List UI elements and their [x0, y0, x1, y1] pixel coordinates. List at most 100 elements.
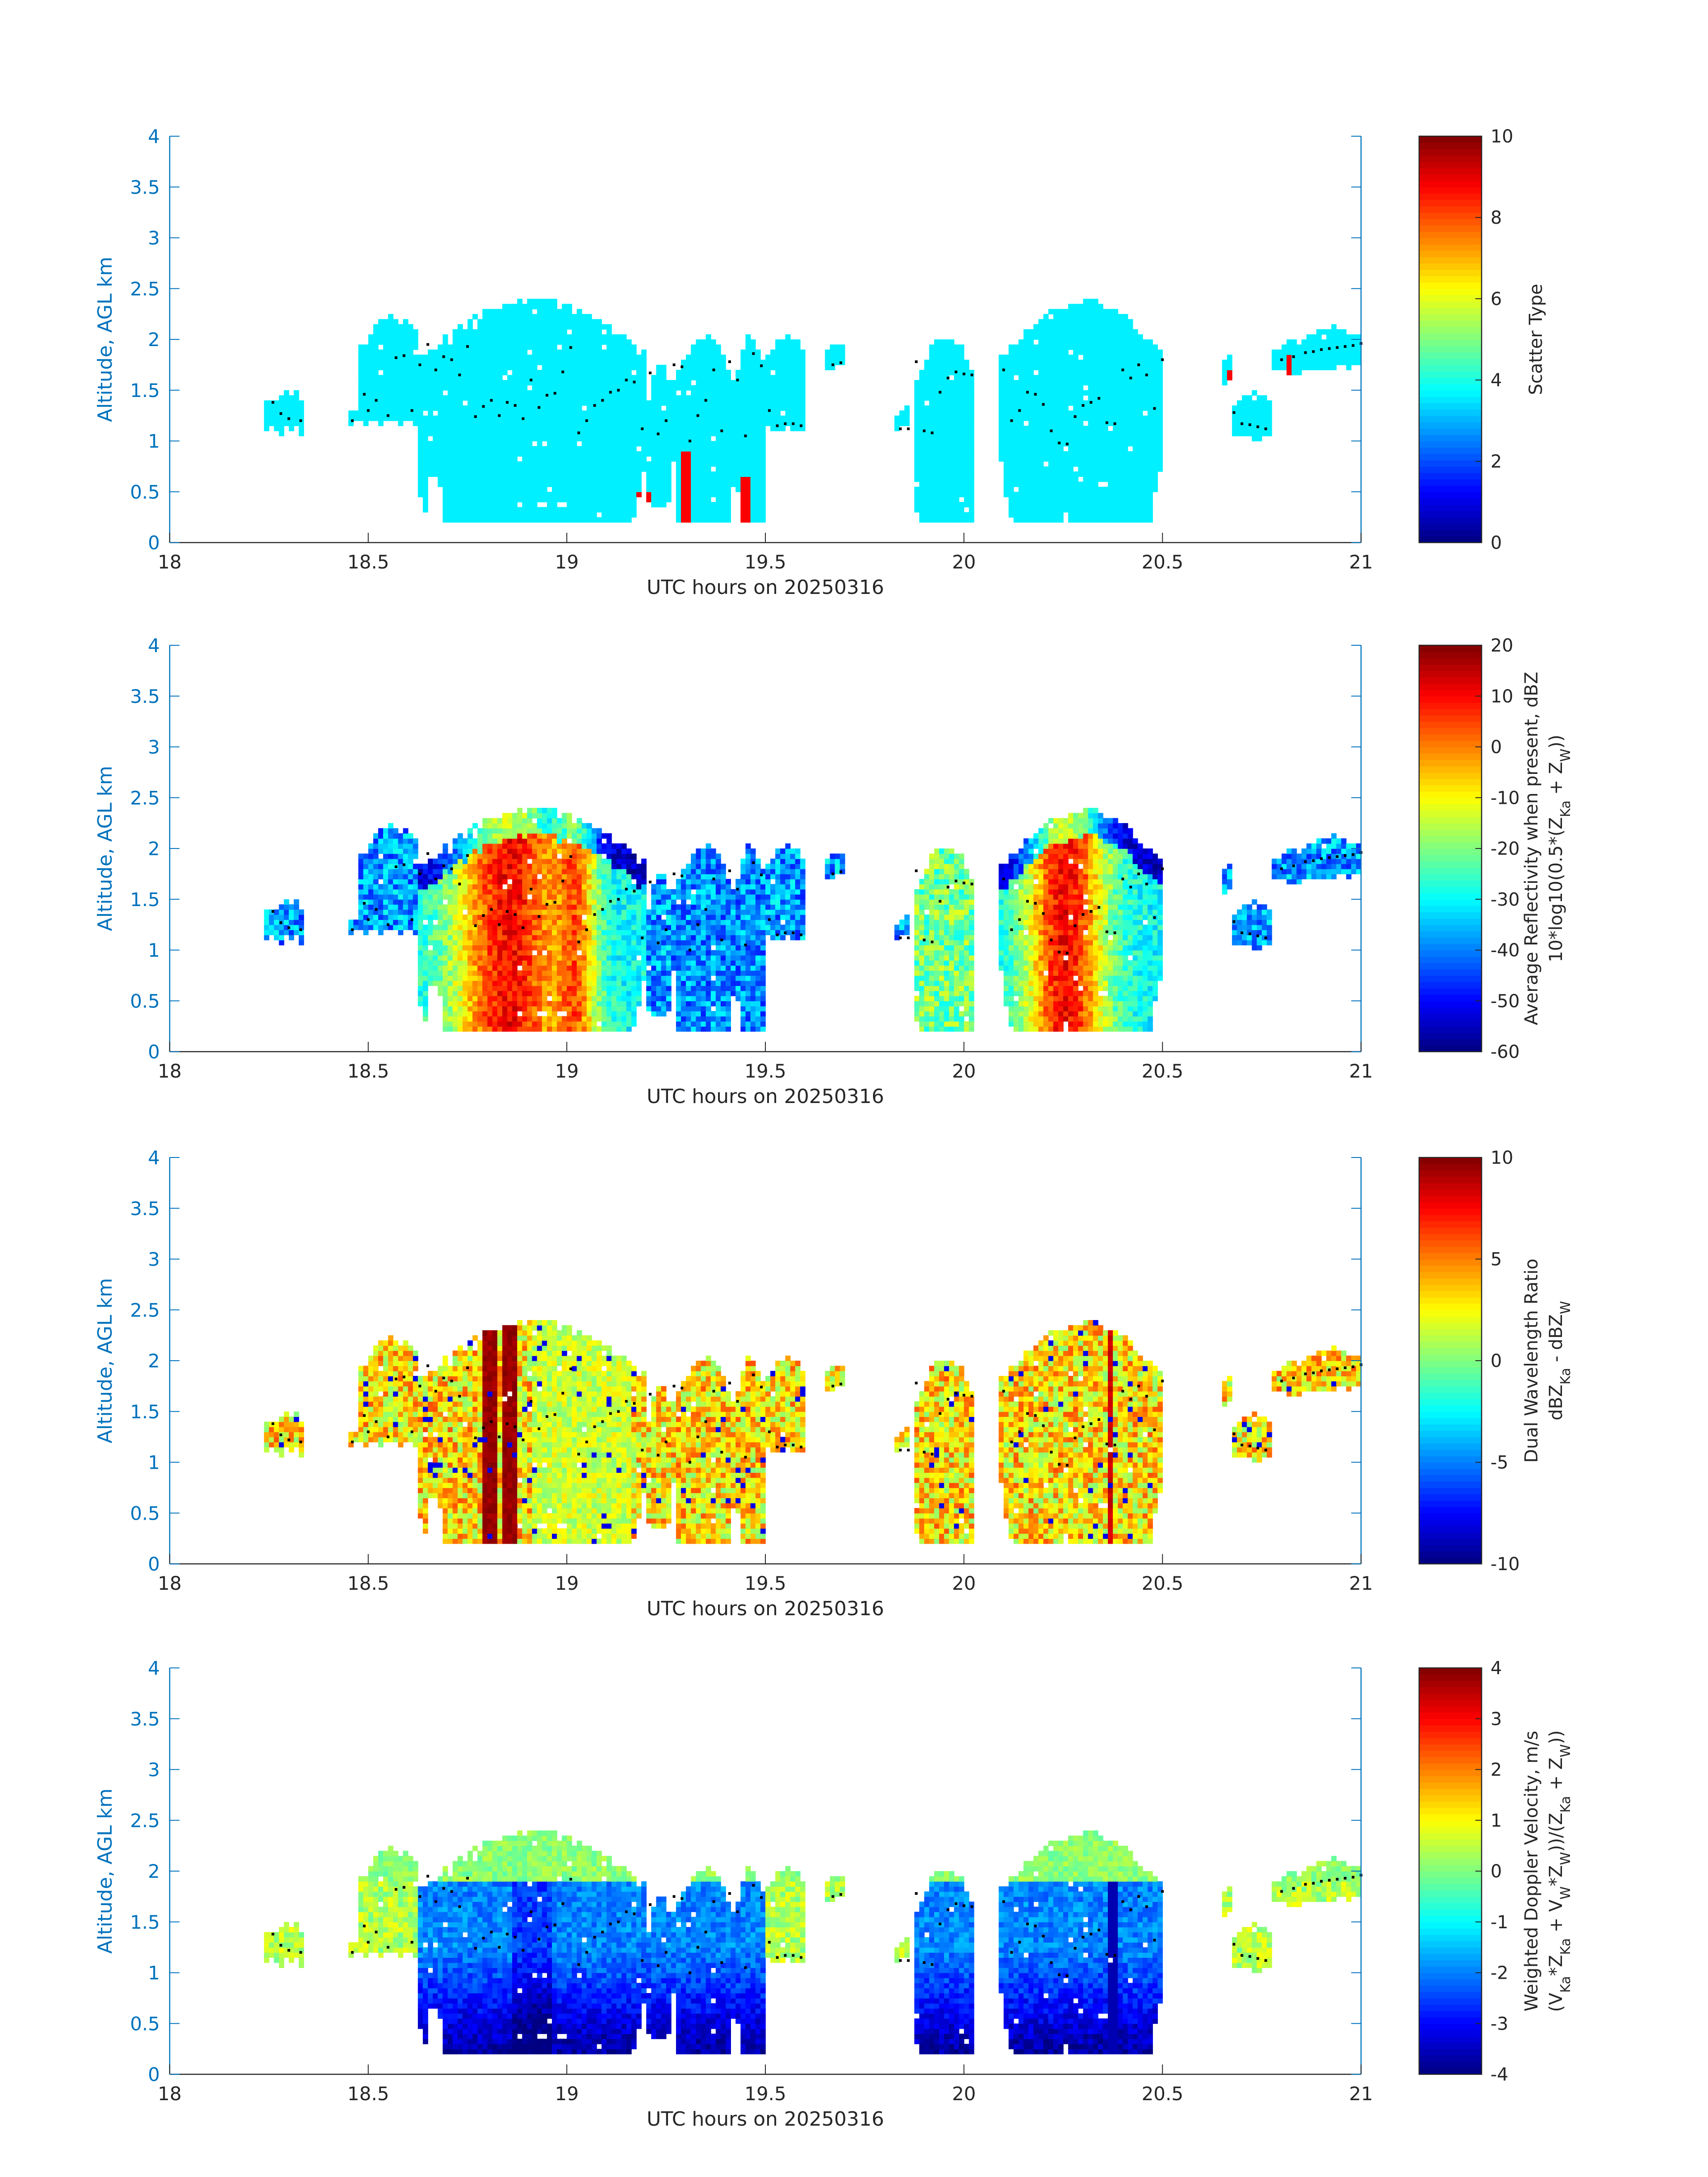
heatmap-cell	[676, 395, 681, 401]
heatmap-cell	[383, 334, 388, 340]
heatmap-cell	[512, 405, 518, 411]
heatmap-cell	[919, 446, 925, 452]
heatmap-cell	[487, 324, 493, 330]
heatmap-cell	[740, 375, 746, 380]
heatmap-cell	[1128, 471, 1133, 477]
heatmap-cell	[1247, 430, 1253, 436]
cloud-base-marker	[609, 391, 612, 394]
heatmap-cell	[457, 486, 463, 493]
heatmap-cell	[378, 339, 384, 345]
heatmap-cell	[378, 415, 384, 421]
heatmap-cell	[512, 446, 518, 452]
heatmap-cell	[562, 512, 568, 518]
heatmap-cell	[1033, 512, 1039, 518]
heatmap-cell	[1023, 517, 1029, 523]
heatmap-cell	[686, 405, 691, 411]
heatmap-cell	[358, 370, 364, 376]
heatmap-cell	[621, 380, 627, 386]
cloud-base-marker	[1098, 397, 1100, 400]
heatmap-cell	[497, 451, 503, 457]
heatmap-cell	[597, 466, 602, 472]
heatmap-cell	[760, 466, 766, 472]
heatmap-cell	[969, 426, 974, 431]
heatmap-cell	[1078, 486, 1084, 493]
heatmap-cell	[1132, 390, 1138, 396]
heatmap-cell	[502, 441, 508, 447]
heatmap-cell	[418, 441, 423, 447]
heatmap-cell	[1137, 461, 1143, 467]
heatmap-cell	[1008, 497, 1014, 502]
heatmap-cell	[1053, 349, 1059, 355]
heatmap-cell	[581, 502, 587, 508]
cloud-base-marker	[434, 368, 437, 372]
heatmap-cell	[1048, 364, 1054, 371]
heatmap-cell	[701, 466, 706, 472]
heatmap-cell	[462, 410, 468, 416]
heatmap-cell	[1093, 349, 1098, 355]
heatmap-cell	[641, 456, 647, 462]
heatmap-cell	[720, 370, 726, 376]
heatmap-cell	[1247, 405, 1253, 411]
heatmap-cell	[939, 507, 944, 513]
heatmap-cell	[1132, 456, 1138, 462]
heatmap-cell	[497, 334, 503, 340]
heatmap-cell	[482, 380, 488, 386]
heatmap-cell	[1058, 359, 1064, 365]
heatmap-cell	[770, 349, 776, 355]
heatmap-cell	[676, 405, 681, 411]
heatmap-cell	[626, 339, 632, 345]
heatmap-cell	[1257, 415, 1262, 421]
heatmap-cell	[597, 319, 602, 325]
heatmap-cell	[1093, 461, 1098, 467]
heatmap-cell	[581, 380, 587, 386]
heatmap-cell	[686, 507, 691, 513]
heatmap-cell	[914, 390, 920, 396]
heatmap-cell	[378, 329, 384, 335]
heatmap-cell	[671, 436, 677, 442]
heatmap-cell	[388, 395, 393, 401]
heatmap-cell	[745, 339, 751, 345]
heatmap-cell	[1266, 421, 1272, 426]
heatmap-cell	[710, 507, 716, 513]
heatmap-cell	[1341, 359, 1347, 365]
heatmap-cell	[835, 344, 840, 350]
heatmap-cell	[591, 415, 597, 421]
heatmap-cell	[1321, 359, 1327, 365]
heatmap-cell	[651, 380, 657, 386]
heatmap-cell	[492, 319, 498, 325]
colorbar-swatch	[1419, 200, 1482, 207]
heatmap-cell	[686, 421, 691, 426]
heatmap-cell	[586, 461, 592, 467]
heatmap-cell	[1137, 334, 1143, 340]
heatmap-cell	[914, 471, 920, 477]
heatmap-cell	[597, 410, 602, 416]
heatmap-cell	[775, 359, 781, 365]
heatmap-cell	[631, 410, 637, 416]
heatmap-cell	[706, 400, 711, 406]
heatmap-cell	[944, 492, 950, 497]
heatmap-cell	[1153, 486, 1158, 493]
heatmap-cell	[1013, 461, 1019, 467]
heatmap-cell	[591, 507, 597, 513]
heatmap-cell	[1098, 461, 1103, 467]
heatmap-cell	[929, 517, 935, 523]
heatmap-cell	[502, 364, 508, 371]
heatmap-cell	[1113, 471, 1119, 477]
heatmap-cell	[1028, 395, 1034, 401]
heatmap-cell	[299, 400, 304, 406]
heatmap-cell	[597, 405, 602, 411]
heatmap-cell	[487, 314, 493, 320]
heatmap-cell	[661, 492, 667, 497]
heatmap-cell	[770, 415, 776, 421]
heatmap-cell	[720, 421, 726, 426]
heatmap-cell	[656, 385, 662, 391]
heatmap-cell	[462, 329, 468, 335]
heatmap-cell	[482, 375, 488, 380]
heatmap-cell	[552, 436, 557, 442]
heatmap-cell	[433, 385, 438, 391]
heatmap-cell	[651, 502, 657, 508]
heatmap-cell	[681, 436, 686, 442]
heatmap-cell	[537, 410, 543, 416]
heatmap-cell	[1157, 410, 1163, 416]
heatmap-cell	[438, 390, 443, 396]
